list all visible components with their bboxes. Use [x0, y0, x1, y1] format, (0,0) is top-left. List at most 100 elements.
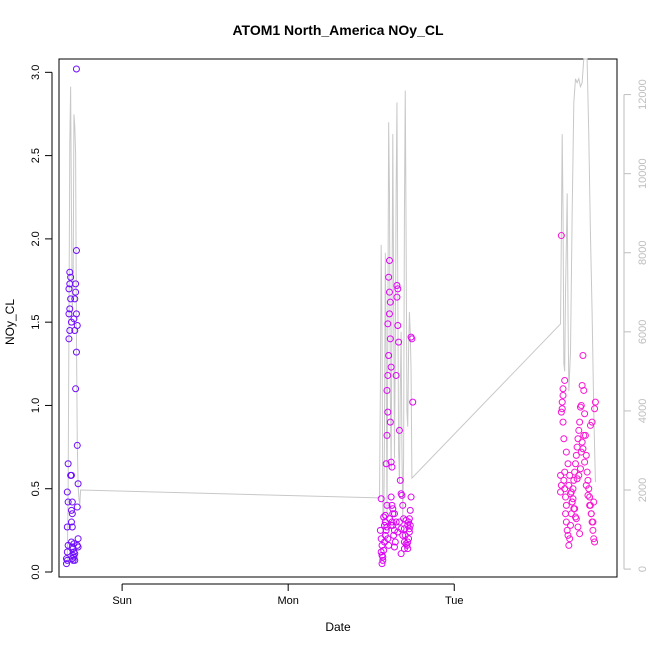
- data-point: [72, 65, 80, 73]
- data-point: [384, 320, 392, 328]
- data-point: [385, 257, 393, 265]
- data-point: [383, 501, 391, 509]
- data-point: [571, 513, 579, 521]
- data-point: [564, 531, 572, 539]
- data-point: [73, 503, 81, 511]
- data-point: [581, 410, 589, 418]
- data-point: [582, 481, 590, 489]
- x-tick-label: Mon: [277, 595, 298, 607]
- data-point: [581, 458, 589, 466]
- data-point: [67, 471, 75, 479]
- altitude-line: [66, 58, 596, 562]
- data-point: [397, 550, 405, 558]
- data-point: [579, 351, 587, 359]
- data-point: [388, 463, 396, 471]
- data-point: [590, 498, 598, 506]
- data-point: [72, 385, 80, 393]
- data-point: [63, 523, 71, 531]
- data-point: [70, 553, 78, 561]
- altitude-line-layer: [66, 58, 596, 562]
- data-point: [558, 405, 566, 413]
- data-point: [564, 460, 572, 468]
- data-point: [389, 505, 397, 513]
- data-point: [378, 560, 386, 568]
- data-point: [397, 525, 405, 533]
- data-point: [391, 538, 399, 546]
- data-point: [385, 288, 393, 296]
- data-point: [557, 488, 565, 496]
- data-point: [65, 285, 73, 293]
- data-point: [572, 451, 580, 459]
- data-point: [577, 401, 585, 409]
- data-point: [382, 460, 390, 468]
- data-point: [390, 526, 398, 534]
- data-point: [72, 247, 80, 255]
- data-point: [379, 553, 387, 561]
- data-point: [590, 535, 598, 543]
- data-point: [575, 426, 583, 434]
- data-point: [71, 295, 79, 303]
- data-point: [390, 531, 398, 539]
- chart-title: ATOM1 North_America NOy_CL: [232, 22, 444, 38]
- data-point: [559, 391, 567, 399]
- y2-tick-label: 12000: [637, 79, 649, 110]
- data-point: [74, 543, 82, 551]
- data-point: [68, 510, 76, 518]
- data-point: [591, 405, 599, 413]
- data-point: [589, 518, 597, 526]
- data-point: [400, 545, 408, 553]
- data-point: [587, 510, 595, 518]
- data-point: [388, 501, 396, 509]
- data-point: [66, 268, 74, 276]
- data-point: [67, 506, 75, 514]
- data-point: [404, 545, 412, 553]
- data-point: [390, 510, 398, 518]
- data-point: [560, 435, 568, 443]
- data-point: [392, 518, 400, 526]
- data-point: [386, 418, 394, 426]
- y-tick-label: 0.0: [30, 564, 42, 579]
- data-point: [561, 468, 569, 476]
- y-axis-label: NOy_CL: [3, 299, 17, 345]
- data-point: [573, 475, 581, 483]
- data-point: [578, 381, 586, 389]
- data-point: [74, 535, 82, 543]
- data-point: [567, 490, 574, 498]
- data-point: [383, 431, 391, 439]
- data-point: [385, 541, 393, 549]
- data-point: [408, 335, 416, 343]
- y2-tick-label: 10000: [637, 158, 649, 189]
- y-tick-label: 1.5: [30, 315, 42, 330]
- data-point: [66, 305, 74, 313]
- data-point: [69, 545, 77, 553]
- data-point: [68, 498, 76, 506]
- data-point: [406, 521, 414, 529]
- data-point: [557, 408, 565, 416]
- y2-axis: 0 2000 4000 6000 8000 10000 12000: [623, 79, 649, 572]
- data-point: [560, 476, 568, 484]
- data-point: [402, 516, 410, 524]
- data-point: [405, 528, 413, 536]
- data-point: [409, 398, 417, 406]
- data-point: [377, 495, 385, 503]
- data-point: [71, 326, 79, 334]
- data-point: [70, 540, 78, 548]
- data-point: [393, 282, 401, 290]
- data-point: [376, 526, 384, 534]
- data-point: [65, 335, 73, 343]
- data-point: [64, 498, 72, 506]
- data-point: [377, 535, 385, 543]
- y2-tick-label: 2000: [637, 478, 649, 502]
- data-point: [406, 506, 414, 514]
- data-point: [559, 418, 567, 426]
- data-point: [380, 546, 388, 554]
- data-point: [386, 298, 394, 306]
- data-point: [570, 505, 578, 513]
- data-point: [394, 285, 402, 293]
- data-point: [565, 481, 573, 489]
- data-point: [591, 538, 599, 546]
- data-point: [72, 280, 80, 288]
- data-point: [588, 418, 596, 426]
